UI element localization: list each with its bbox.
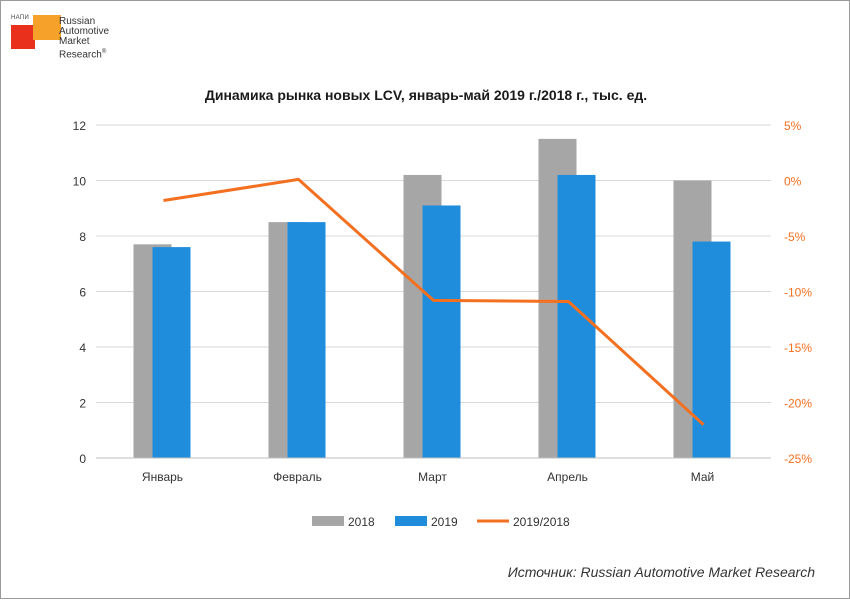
bar-2019 — [152, 247, 191, 458]
logo-text: Russian Automotive Market Research® — [59, 17, 119, 60]
logo-small-text: НАПИ — [11, 15, 30, 21]
logo-line: Russian — [59, 16, 96, 27]
bar-2019 — [692, 241, 731, 458]
legend-label: 2018 — [348, 515, 375, 529]
x-tick-label: Май — [691, 470, 715, 484]
logo-line: Research® — [59, 49, 107, 61]
y-tick-right: 5% — [784, 119, 802, 133]
y-tick-left: 10 — [73, 175, 87, 189]
y-tick-left: 6 — [79, 286, 86, 300]
logo-orange-square — [33, 15, 61, 40]
x-tick-label: Март — [418, 470, 447, 484]
y-tick-right: -5% — [784, 230, 806, 244]
x-tick-label: Январь — [142, 470, 183, 484]
logo-line: Automotive — [59, 26, 110, 37]
legend-swatch — [312, 516, 344, 526]
legend-swatch — [395, 516, 427, 526]
line-2019-2018 — [163, 177, 705, 426]
company-logo: НАПИ Russian Automotive Market Research® — [9, 13, 119, 83]
y-tick-right: -25% — [784, 452, 812, 466]
source-caption: Источник: Russian Automotive Market Rese… — [507, 564, 815, 580]
y-tick-right: -10% — [784, 286, 812, 300]
x-tick-label: Апрель — [547, 470, 588, 484]
y-tick-left: 4 — [79, 341, 86, 355]
bar-2019 — [422, 205, 461, 458]
y-tick-right: -20% — [784, 397, 812, 411]
x-tick-label: Февраль — [273, 470, 322, 484]
logo-line: Market — [59, 36, 90, 47]
legend-label: 2019 — [431, 515, 458, 529]
y-tick-left: 8 — [79, 230, 86, 244]
y-tick-left: 2 — [79, 397, 86, 411]
chart-title: Динамика рынка новых LCV, январь-май 201… — [204, 87, 648, 103]
y-tick-right: -15% — [784, 341, 812, 355]
legend-label: 2019/2018 — [513, 515, 570, 529]
y-tick-left: 0 — [79, 452, 86, 466]
logo-red-square — [11, 25, 35, 49]
y-tick-right: 0% — [784, 175, 802, 189]
y-tick-left: 12 — [73, 119, 87, 133]
bar-2019 — [557, 174, 596, 458]
bar-2019 — [287, 222, 326, 458]
